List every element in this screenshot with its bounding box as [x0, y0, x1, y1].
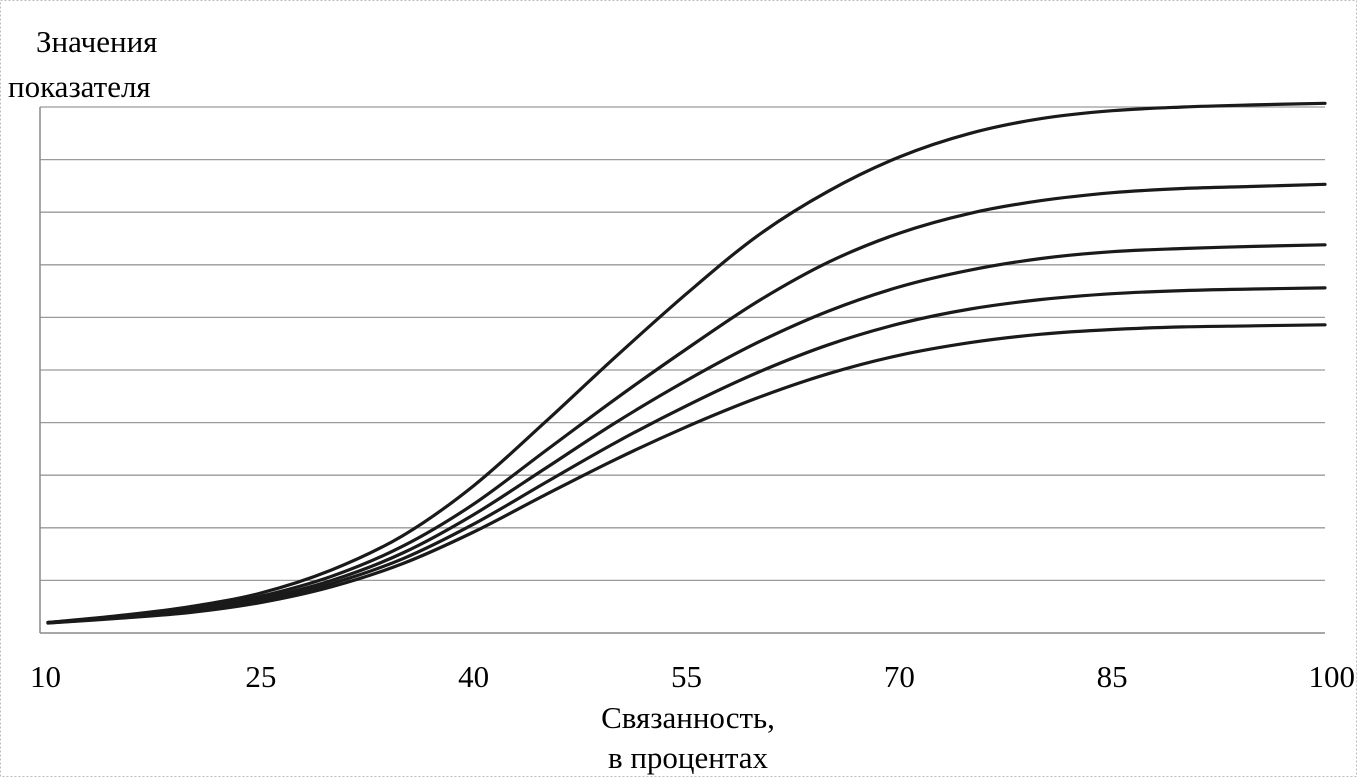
x-tick-label: 10: [30, 659, 61, 694]
x-axis-title: Связанность, в процентах: [601, 700, 775, 775]
x-tick-label: 100: [1309, 659, 1356, 694]
x-tick-labels: 10 25 40 55 70 85 100: [30, 659, 1355, 694]
x-axis-title-line-1: Связанность,: [601, 700, 775, 735]
series-line-2: [46, 182, 1327, 625]
y-axis-title: Значения показателя: [8, 24, 157, 104]
series-line-3: [46, 243, 1327, 625]
x-tick-label: 55: [671, 659, 702, 694]
x-tick-label: 25: [245, 659, 276, 694]
x-tick-label: 70: [884, 659, 915, 694]
series-line-1: [46, 101, 1327, 625]
y-axis-title-line-2: показателя: [8, 69, 151, 104]
series-lines: [46, 101, 1327, 625]
grid-lines: [40, 106, 1325, 582]
series-line-5: [46, 323, 1327, 625]
x-tick-label: 85: [1097, 659, 1128, 694]
x-tick-label: 40: [458, 659, 489, 694]
x-axis-title-line-2: в процентах: [608, 740, 769, 775]
y-axis-title-line-1: Значения: [36, 24, 157, 59]
